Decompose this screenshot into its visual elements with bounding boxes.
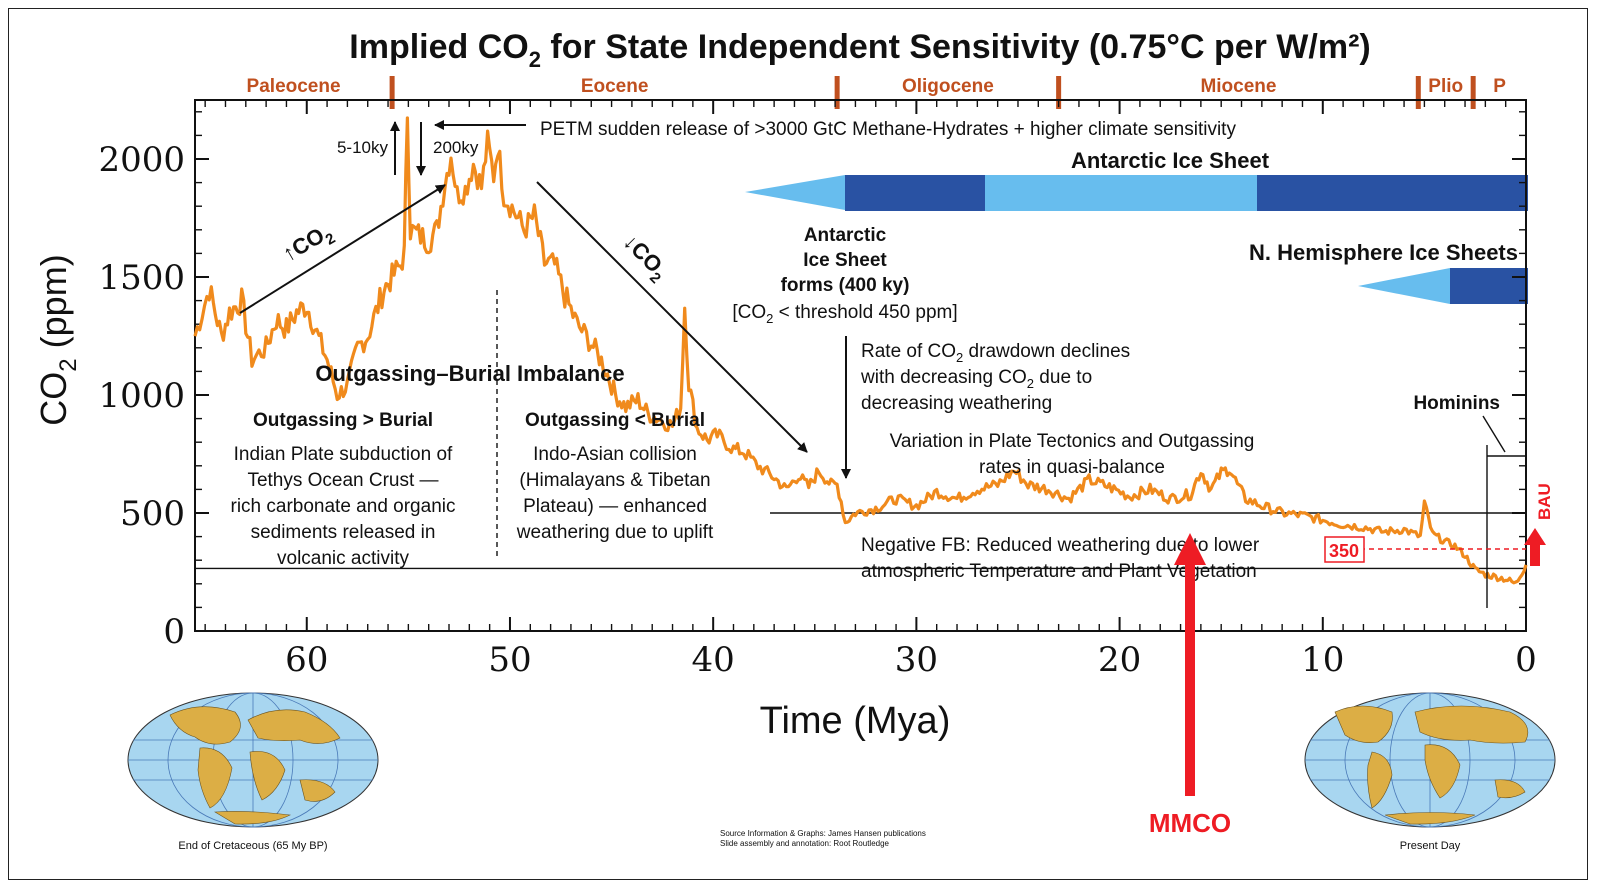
co2-down-arrow: [536, 181, 808, 453]
svg-text:weathering due to uplift: weathering due to uplift: [516, 522, 714, 543]
imbalance-label: Outgassing–Burial Imbalance: [315, 361, 624, 386]
petm-up-label: 5-10ky: [337, 138, 389, 157]
y-tick-label: 2000: [98, 140, 185, 180]
y-axis-label: CO2 (ppm): [33, 254, 82, 425]
plot-frame: [194, 99, 1527, 632]
svg-text:[CO2 < threshold 450 ppm]: [CO2 < threshold 450 ppm]: [732, 302, 957, 326]
rate-drawdown-note: Rate of CO2 drawdown declines with decre…: [860, 341, 1130, 414]
epoch-boundary: [1470, 76, 1476, 109]
outgassing-gt-burial-note: Outgassing > Burial Indian Plate subduct…: [231, 410, 456, 569]
epoch-label: Paleocene: [247, 76, 341, 97]
hominins-label: Hominins: [1413, 393, 1500, 414]
epoch-boundary: [834, 76, 840, 109]
marker-350: 350: [1324, 536, 1526, 563]
world-map-present: [1304, 692, 1556, 828]
epoch-label: P: [1493, 76, 1506, 97]
svg-text:350: 350: [1329, 541, 1359, 561]
co2-up-label: ↑CO2: [278, 219, 338, 271]
nh-ice-sheets-label: N. Hemisphere Ice Sheets: [1249, 240, 1518, 265]
svg-text:Ice Sheet: Ice Sheet: [803, 250, 887, 271]
epoch-label: Plio: [1428, 76, 1463, 97]
svg-text:Variation in Plate Tectonics a: Variation in Plate Tectonics and Outgass…: [890, 431, 1255, 452]
mmco-label: MMCO: [1149, 808, 1231, 838]
chart-title: Implied CO2 for State Independent Sensit…: [349, 28, 1370, 72]
svg-text:Indo-Asian collision: Indo-Asian collision: [533, 444, 697, 465]
right-map-caption: Present Day: [1400, 840, 1461, 852]
epoch-label: Oligocene: [902, 76, 994, 97]
epoch-label: Eocene: [581, 76, 649, 97]
svg-text:rates in quasi-balance: rates in quasi-balance: [979, 457, 1165, 478]
reference-lines: [195, 512, 1526, 570]
svg-text:Outgassing > Burial: Outgassing > Burial: [253, 410, 433, 431]
x-tick-label: 0: [1515, 640, 1537, 680]
svg-text:BAU: BAU: [1535, 483, 1554, 520]
antarctic-ice-sheet-label: Antarctic Ice Sheet: [1071, 148, 1270, 173]
svg-text:volcanic activity: volcanic activity: [277, 548, 409, 569]
x-tick-label: 60: [285, 640, 328, 680]
source-line-1: Source Information & Graphs: James Hanse…: [720, 829, 926, 838]
svg-text:Rate of CO2 drawdown declines: Rate of CO2 drawdown declines: [861, 341, 1130, 365]
hominins-pointer: [1482, 415, 1506, 453]
svg-text:rich carbonate and organic: rich carbonate and organic: [231, 496, 456, 517]
x-tick-label: 10: [1301, 640, 1344, 680]
left-map-caption: End of Cretaceous (65 My BP): [178, 840, 327, 852]
epoch-label: Miocene: [1200, 76, 1276, 97]
petm-label: PETM sudden release of >3000 GtC Methane…: [540, 119, 1236, 140]
series-layer: [193, 116, 1528, 585]
svg-text:sediments released in: sediments released in: [251, 522, 436, 543]
epoch-band: Paleocene Eocene Oligocene Miocene Plio P: [247, 76, 1506, 109]
co2-down-label: ↓CO2: [615, 229, 673, 287]
y-tick-label: 500: [120, 494, 185, 534]
svg-text:Antarctic: Antarctic: [804, 225, 887, 246]
axes: 0 500 1000 1500 2000 60 50 40 30 20 10 0: [98, 99, 1537, 680]
svg-text:Outgassing < Burial: Outgassing < Burial: [525, 410, 705, 431]
nh-ice-sheets-bar: [1358, 268, 1528, 304]
svg-text:forms (400 ky): forms (400 ky): [781, 275, 910, 296]
svg-text:Tethys Ocean Crust —: Tethys Ocean Crust —: [247, 470, 438, 491]
x-axis-label: Time (Mya): [760, 700, 951, 742]
epoch-boundary: [1056, 76, 1062, 109]
outgassing-lt-burial-note: Outgassing < Burial Indo-Asian collision…: [516, 410, 714, 543]
source-line-2: Slide assembly and annotation: Root Rout…: [720, 839, 890, 848]
co2-up-arrow: [239, 184, 446, 314]
svg-text:with decreasing CO2 due to: with decreasing CO2 due to: [860, 367, 1092, 391]
svg-text:Indian Plate subduction of: Indian Plate subduction of: [234, 444, 453, 465]
x-tick-label: 30: [895, 640, 938, 680]
y-tick-label: 0: [163, 612, 185, 652]
y-tick-label: 1000: [98, 376, 185, 416]
antarctic-forms-note: Antarctic Ice Sheet forms (400 ky) [CO2 …: [732, 225, 957, 326]
negative-fb-note: Negative FB: Reduced weathering due to l…: [861, 535, 1260, 582]
x-tick-label: 40: [692, 640, 735, 680]
petm-down-label: 200ky: [433, 138, 479, 157]
epoch-boundary: [1415, 76, 1421, 109]
x-tick-label: 50: [488, 640, 531, 680]
world-map-cretaceous: [127, 692, 379, 828]
svg-text:decreasing weathering: decreasing weathering: [861, 393, 1052, 414]
svg-text:Negative FB: Reduced weatherin: Negative FB: Reduced weathering due to l…: [861, 535, 1260, 556]
mmco-arrow: [1174, 533, 1206, 796]
y-tick-label: 1500: [98, 258, 185, 298]
svg-text:Plateau) — enhanced: Plateau) — enhanced: [523, 496, 707, 517]
slide-frame: [8, 8, 1588, 880]
antarctic-ice-sheet-bar: [745, 175, 1528, 211]
co2-series-line: [193, 116, 1528, 585]
svg-text:(Himalayans & Tibetan: (Himalayans & Tibetan: [519, 470, 710, 491]
epoch-boundary: [389, 76, 395, 109]
bau-indicator: BAU: [1524, 483, 1554, 566]
variation-note: Variation in Plate Tectonics and Outgass…: [890, 431, 1255, 478]
svg-text:atmospheric Temperature and Pl: atmospheric Temperature and Plant Vegeta…: [861, 561, 1257, 582]
x-tick-label: 20: [1098, 640, 1141, 680]
